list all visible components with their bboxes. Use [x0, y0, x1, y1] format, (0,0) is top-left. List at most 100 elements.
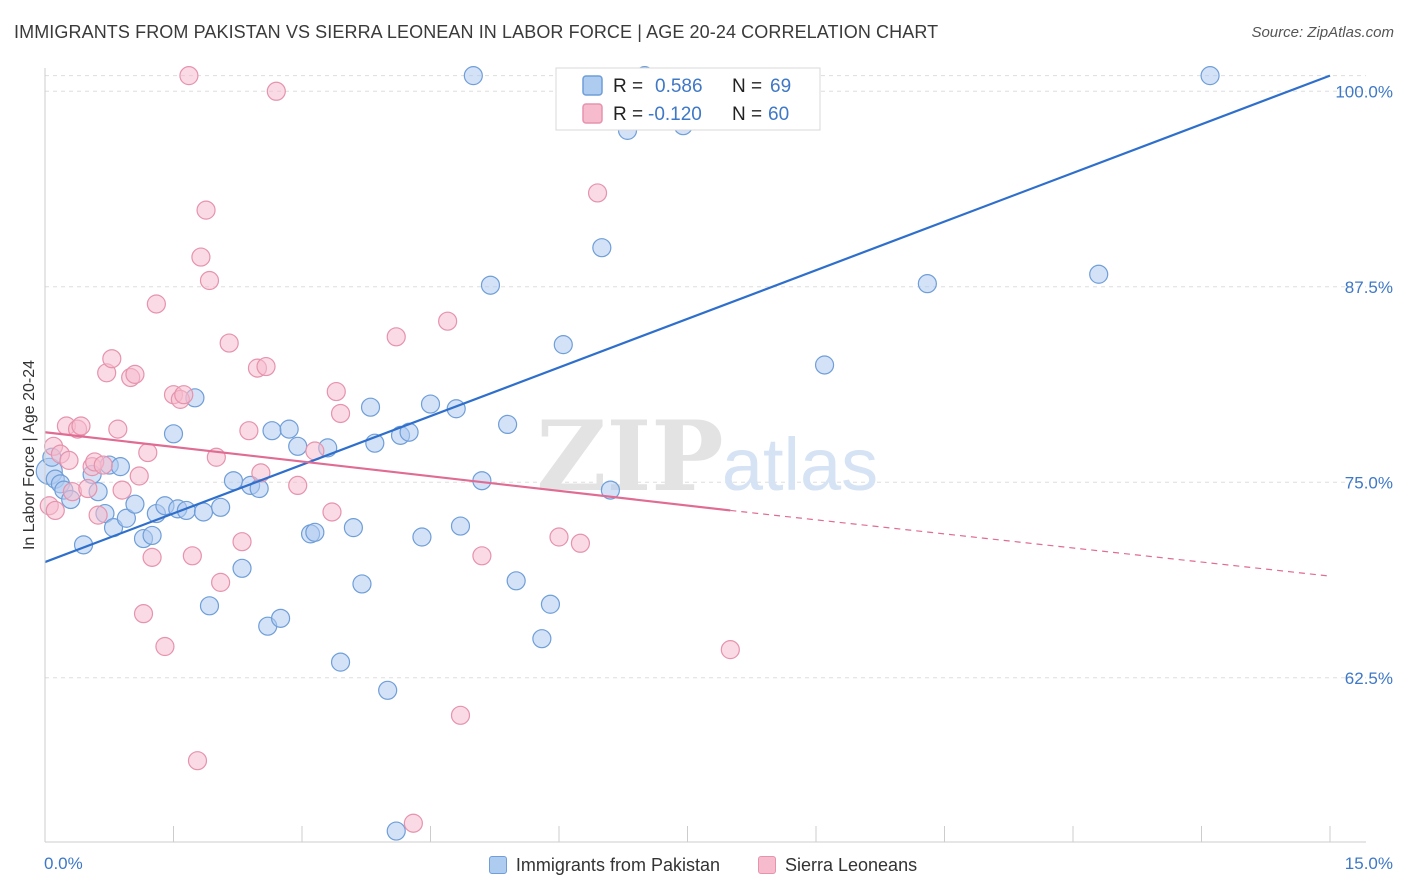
sierra-leonean-trendline — [44, 431, 731, 512]
legend-swatch-pakistan — [488, 856, 507, 874]
sierra-leonean-point — [386, 327, 406, 347]
y-tick-label: 87.5% — [1345, 278, 1393, 297]
pakistan-point — [360, 397, 381, 417]
pakistan-point — [125, 494, 145, 514]
sierra-leonean-point — [438, 311, 458, 331]
sierra-leonean-trendline-extension — [730, 509, 1331, 577]
pakistan-point — [116, 508, 136, 528]
pakistan-point — [142, 525, 162, 546]
pakistan-point — [814, 355, 835, 375]
sierra-leonean-point — [256, 356, 276, 377]
sierra-leonean-point — [199, 270, 220, 291]
trend-layer — [44, 74, 1331, 577]
pakistan-point — [110, 457, 130, 477]
legend-r-label-2: R = — [613, 104, 643, 125]
chart-title: IMMIGRANTS FROM PAKISTAN VS SIERRA LEONE… — [14, 22, 939, 42]
legend-n-label-2: N = — [732, 104, 762, 125]
pakistan-point — [532, 629, 552, 649]
pakistan-point — [378, 680, 398, 700]
sierra-leonean-point — [251, 463, 271, 483]
legend-n-label-1: N = — [732, 76, 762, 97]
sierra-leonean-point — [239, 421, 259, 441]
sierra-leonean-point — [322, 502, 342, 522]
sierra-leonean-point — [129, 466, 149, 486]
pakistan-point — [223, 471, 244, 491]
sierra-leonean-point — [191, 247, 211, 267]
y-tick-label: 62.5% — [1345, 669, 1393, 688]
pakistan-point — [420, 394, 441, 414]
pakistan-trendline — [44, 74, 1331, 564]
pakistan-point — [540, 594, 561, 614]
legend-r-value-2: -0.120 — [648, 104, 702, 125]
y-tick-label: 100.0% — [1335, 82, 1393, 101]
watermark-zip: ZIP — [536, 400, 723, 513]
sierra-leonean-point — [62, 482, 83, 502]
sierra-leonean-point — [59, 450, 79, 470]
sierra-leonean-point — [211, 572, 231, 592]
sierra-leonean-point — [146, 294, 166, 314]
pakistan-point — [386, 821, 406, 841]
legend-swatch-pink — [582, 103, 603, 124]
sierra-leonean-point — [232, 532, 252, 552]
sierra-leonean-point — [266, 81, 286, 101]
legend-swatch-blue — [582, 75, 603, 96]
sierra-leonean-point — [472, 546, 492, 566]
sierra-leonean-point — [125, 364, 145, 384]
pakistan-point — [330, 652, 351, 672]
sierra-leonean-point — [138, 442, 158, 463]
sierra-leonean-point — [570, 533, 591, 553]
watermark: ZIP atlas — [536, 400, 878, 513]
sierra-leonean-point — [587, 183, 608, 203]
sierra-leonean-point — [174, 385, 194, 405]
legend-n-value-1: 69 — [770, 76, 791, 97]
sierra-leonean-point — [196, 200, 216, 220]
grid-layer — [45, 75, 1366, 679]
pakistan-point — [199, 596, 220, 616]
x-tick-label-min: 0.0% — [44, 854, 83, 873]
legend-swatch-sierra-leoneans — [757, 856, 776, 874]
legend-r-value-1: 0.586 — [655, 76, 703, 97]
pakistan-point — [450, 516, 471, 536]
pakistan-point — [211, 497, 231, 517]
legend-n-value-2: 60 — [768, 104, 789, 125]
sierra-leonean-point — [133, 604, 154, 624]
y-tick-label: 75.0% — [1345, 473, 1393, 492]
legend-item-sierra-leoneans: Sierra Leoneans — [757, 854, 918, 876]
sierra-leonean-point — [403, 813, 423, 833]
pakistan-point — [553, 335, 573, 355]
pakistan-point — [592, 238, 612, 258]
sierra-leonean-point — [288, 475, 308, 496]
sierra-leonean-point — [182, 546, 202, 566]
pakistan-point — [270, 608, 291, 628]
pakistan-point — [1200, 66, 1220, 86]
legend-label-pakistan: Immigrants from Pakistan — [515, 854, 720, 875]
pakistan-point — [232, 558, 252, 578]
pakistan-point — [498, 414, 518, 435]
pakistan-point — [343, 518, 363, 538]
pakistan-point — [506, 571, 526, 591]
pakistan-point — [279, 419, 299, 439]
sierra-leonean-point — [330, 403, 351, 424]
series-legend: Immigrants from Pakistan Sierra Leoneans — [0, 850, 1406, 880]
sierra-leonean-point — [45, 500, 65, 521]
pakistan-point — [305, 522, 325, 542]
pakistan-point — [1089, 264, 1109, 284]
source-credit: Source: ZipAtlas.com — [1251, 24, 1394, 41]
watermark-atlas: atlas — [722, 423, 878, 506]
pakistan-point — [352, 574, 372, 594]
legend-label-sierra-leoneans: Sierra Leoneans — [784, 854, 918, 875]
pakistan-point — [463, 66, 483, 86]
sierra-leonean-point — [155, 636, 175, 657]
sierra-leonean-point — [112, 480, 132, 500]
sierra-leonean-point — [108, 419, 128, 439]
sierra-leonean-point — [549, 527, 569, 547]
legend-item-pakistan: Immigrants from Pakistan — [488, 854, 720, 876]
sierra-leonean-point — [93, 455, 113, 475]
pakistan-point — [480, 275, 501, 295]
pakistan-point — [288, 436, 308, 456]
stats-legend: R = 0.586 N = 69 R = -0.120 N = 60 — [555, 67, 821, 131]
pakistan-point — [193, 502, 214, 522]
pakistan-point — [412, 527, 432, 547]
sierra-leonean-point — [326, 381, 346, 402]
sierra-leonean-point — [179, 66, 199, 86]
